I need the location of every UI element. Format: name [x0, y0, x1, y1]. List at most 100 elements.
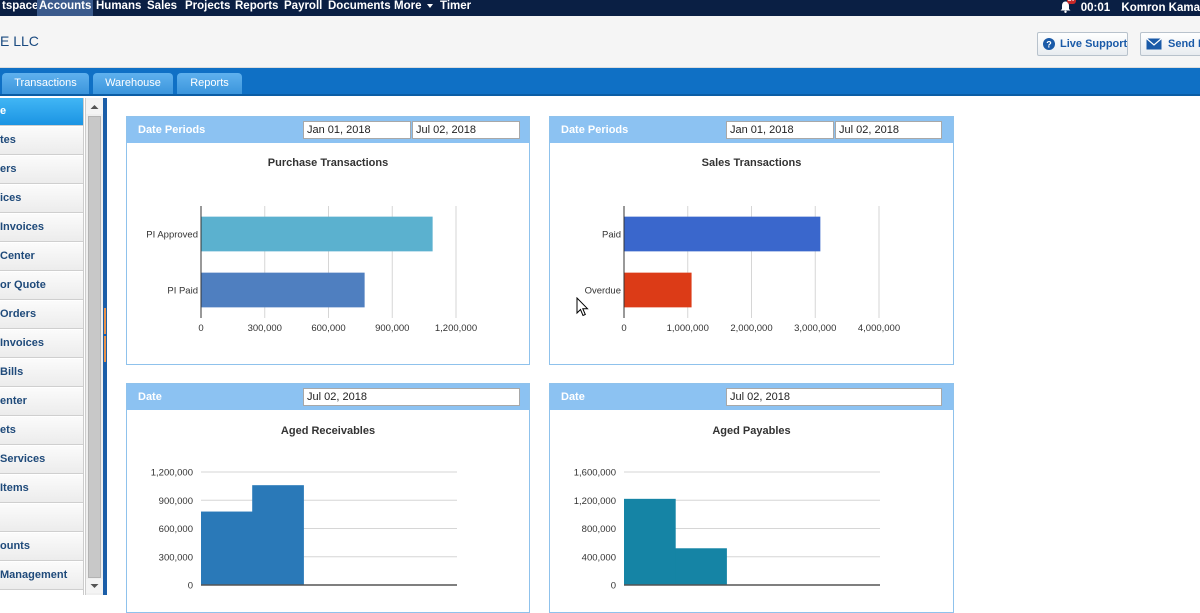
envelope-icon: [1146, 38, 1162, 50]
notifications[interactable]: 87: [1060, 0, 1077, 13]
x-tick-label: 1,000,000: [667, 323, 709, 334]
y-tick-label: 1,200,000: [151, 468, 193, 479]
sidebar-item-blank[interactable]: [0, 504, 83, 532]
sales-to-date-input[interactable]: [835, 121, 942, 139]
sales-transactions-chart: 0 1,000,000 2,000,000 3,000,000 4,000,000 Pai…: [585, 206, 900, 334]
category-label: Overdue: [585, 286, 621, 297]
company-name: E LLC: [0, 33, 39, 49]
bar: [624, 216, 821, 252]
bar: [201, 511, 253, 585]
sidebar-item-recurring-invoices[interactable]: Invoices: [0, 214, 83, 242]
sales-transactions-panel: Date Periods Sales Transactions 0 1,000,0…: [549, 116, 954, 365]
panel-header-label: Date: [561, 391, 585, 403]
nav-timer[interactable]: Timer: [440, 0, 472, 12]
nav-projects[interactable]: Projects: [185, 0, 231, 12]
purchase-from-date-input[interactable]: [303, 121, 411, 139]
y-tick-label: 900,000: [159, 496, 193, 507]
nav-sales[interactable]: Sales: [147, 0, 178, 12]
sidebar-item-invoices[interactable]: ices: [0, 185, 83, 213]
y-tick-label: 1,200,000: [574, 496, 616, 507]
sidebar-item-assets[interactable]: ets: [0, 417, 83, 445]
payables-date-input[interactable]: [726, 388, 942, 406]
send-feedback-button[interactable]: Send F: [1140, 32, 1200, 56]
sidebar-item-estimates[interactable]: tes: [0, 127, 83, 155]
y-tick-label: 0: [611, 581, 616, 592]
help-icon: ?: [1043, 38, 1055, 50]
sidebar-item-accounts[interactable]: ounts: [0, 533, 83, 561]
x-tick-label: 0: [198, 323, 203, 334]
tab-warehouse[interactable]: Warehouse: [93, 73, 173, 94]
y-tick-label: 600,000: [159, 524, 193, 535]
panel-header-label: Date Periods: [561, 124, 629, 136]
aged-receivables-chart: 0 300,000 600,000 900,000 1,200,000: [151, 468, 457, 592]
live-support-button[interactable]: ? Live Support: [1037, 32, 1128, 56]
notification-count: 87: [1066, 0, 1077, 4]
aged-payables-chart: 0 400,000 800,000 1,200,000 1,600,000: [574, 468, 880, 592]
triangle-down-icon: [90, 584, 99, 588]
sidebar-splitter[interactable]: [103, 98, 107, 595]
y-tick-label: 300,000: [159, 552, 193, 563]
category-label: Paid: [602, 230, 621, 241]
nav-more[interactable]: More: [392, 0, 435, 16]
company-header: E LLC ? Live Support Send F: [0, 16, 1200, 68]
nav-reports[interactable]: Reports: [235, 0, 279, 12]
sidebar-item-bill-center[interactable]: enter: [0, 388, 83, 416]
nav-documents[interactable]: Documents: [328, 0, 391, 12]
scroll-thumb[interactable]: [88, 116, 101, 578]
sidebar-item-purchase-invoices[interactable]: Invoices: [0, 330, 83, 358]
sidebar-item-management[interactable]: Management: [0, 562, 83, 590]
tab-reports[interactable]: Reports: [177, 73, 242, 94]
aged-receivables-panel: Date Aged Receivables 0 300,000 600,000 900…: [126, 383, 530, 613]
caret-down-icon: [427, 4, 434, 8]
sidebar-item-purchase-orders[interactable]: Orders: [0, 301, 83, 329]
sidebar-scrollbar[interactable]: [85, 98, 103, 595]
sidebar-item-orders[interactable]: ers: [0, 156, 83, 184]
bar: [624, 498, 676, 585]
category-label: PI Paid: [167, 286, 198, 297]
mouse-pointer-icon: [576, 297, 589, 317]
x-tick-label: 300,000: [248, 323, 282, 334]
bar: [201, 272, 365, 308]
sidebar-item-home[interactable]: e: [0, 98, 83, 126]
splitter-grip-mark: [104, 336, 106, 362]
x-tick-label: 600,000: [311, 323, 345, 334]
splitter-grip-mark: [104, 308, 106, 334]
module-tab-bar: Transactions Warehouse Reports: [0, 68, 1200, 96]
tab-transactions[interactable]: Transactions: [2, 73, 89, 94]
nav-workspace[interactable]: tspace: [2, 0, 39, 12]
sales-from-date-input[interactable]: [726, 121, 834, 139]
receivables-date-input[interactable]: [303, 388, 520, 406]
bar: [252, 485, 304, 585]
x-tick-label: 2,000,000: [730, 323, 772, 334]
x-tick-label: 0: [621, 323, 626, 334]
user-name[interactable]: Komron Kama: [1121, 2, 1200, 14]
scroll-down-button[interactable]: [86, 579, 103, 593]
scroll-up-button[interactable]: [86, 100, 103, 114]
y-tick-label: 800,000: [582, 524, 616, 535]
panel-header-label: Date Periods: [138, 124, 206, 136]
bar: [201, 216, 433, 252]
chart-title: Purchase Transactions: [267, 157, 389, 169]
y-tick-label: 400,000: [582, 552, 616, 563]
nav-more-label: More: [394, 0, 422, 12]
nav-payroll[interactable]: Payroll: [284, 0, 323, 12]
nav-accounts[interactable]: Accounts: [37, 0, 94, 16]
purchase-transactions-chart: 0 300,000 600,000 900,000 1,200,000 PI Approv…: [146, 206, 477, 334]
y-tick-label: 1,600,000: [574, 468, 616, 479]
purchase-to-date-input[interactable]: [412, 121, 520, 139]
top-navigation: tspace Accounts Humans Sales Projects Re…: [0, 0, 1200, 16]
chart-title: Sales Transactions: [701, 157, 802, 169]
sidebar-item-payment-center[interactable]: Center: [0, 243, 83, 271]
purchase-transactions-panel: Date Periods Purchase Transactions 0 300,…: [126, 116, 530, 365]
chart-title: Aged Payables: [712, 425, 791, 437]
sidebar-item-services[interactable]: Services: [0, 446, 83, 474]
svg-text:?: ?: [1046, 39, 1052, 49]
sidebar-item-items[interactable]: Items: [0, 475, 83, 503]
sidebar-item-vendor-quote[interactable]: or Quote: [0, 272, 83, 300]
x-tick-label: 1,200,000: [435, 323, 477, 334]
nav-humans[interactable]: Humans: [96, 0, 142, 12]
x-tick-label: 900,000: [375, 323, 409, 334]
panel-header-label: Date: [138, 391, 162, 403]
bar: [675, 548, 727, 585]
sidebar-item-bills[interactable]: Bills: [0, 359, 83, 387]
